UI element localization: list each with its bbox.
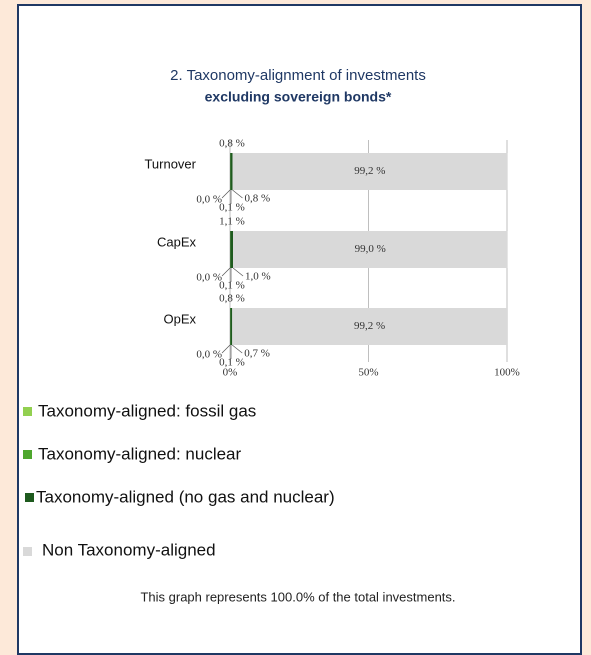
bar-segment	[233, 231, 508, 268]
value-label: 0,0 %	[196, 272, 222, 284]
leader-line	[232, 189, 243, 199]
value-label: 0,1 %	[219, 357, 245, 369]
category-label: OpEx	[163, 311, 196, 326]
footnote: This graph represents 100.0% of the tota…	[140, 589, 455, 604]
legend-swatch	[23, 407, 32, 416]
leader-line	[232, 267, 244, 277]
value-label: 0,0 %	[196, 349, 222, 361]
leader-line	[221, 344, 231, 354]
bar-segment	[230, 308, 233, 345]
value-label: 99,2 %	[354, 320, 385, 332]
value-label: 1,0 %	[245, 271, 271, 283]
leader-line	[221, 267, 231, 277]
bar-segment	[232, 308, 507, 345]
value-label: 99,0 %	[355, 243, 386, 255]
legend-label: Non Taxonomy-aligned	[42, 540, 216, 559]
chart-subtitle: excluding sovereign bonds*	[205, 89, 392, 105]
value-label: 0,8 %	[244, 193, 270, 205]
value-label: 99,2 %	[354, 165, 385, 177]
bar-segment	[230, 231, 234, 268]
value-label: 0,1 %	[219, 202, 245, 214]
x-tick-label: 0%	[223, 367, 238, 379]
bar-segment	[232, 153, 508, 190]
legend-swatch	[25, 493, 34, 502]
legend-swatch	[23, 450, 32, 459]
chart-title: 2. Taxonomy-alignment of investments	[170, 67, 426, 84]
x-tick-label: 100%	[494, 367, 520, 379]
leader-line	[221, 189, 231, 199]
legend-swatch	[23, 547, 32, 556]
value-label: 0,7 %	[244, 348, 270, 360]
legend-label: Taxonomy-aligned (no gas and nuclear)	[36, 487, 335, 506]
category-label: Turnover	[144, 156, 196, 171]
total-label: 0,8 %	[219, 138, 245, 150]
leader-line	[231, 344, 243, 354]
total-label: 0,8 %	[219, 293, 245, 305]
total-label: 1,1 %	[219, 216, 245, 228]
value-label: 0,1 %	[219, 280, 245, 292]
bar-segment	[230, 153, 233, 190]
x-tick-label: 50%	[358, 367, 378, 379]
value-label: 0,0 %	[196, 194, 222, 206]
legend-label: Taxonomy-aligned: nuclear	[38, 444, 242, 463]
category-label: CapEx	[157, 234, 197, 249]
legend-label: Taxonomy-aligned: fossil gas	[38, 401, 256, 420]
